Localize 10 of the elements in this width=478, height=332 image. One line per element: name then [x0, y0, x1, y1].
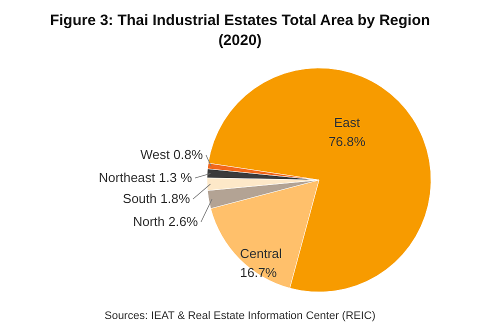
slice-label: North 2.6% — [132, 214, 198, 229]
pie-slice — [208, 68, 432, 292]
slice-label: East — [334, 115, 360, 130]
slice-label: Central — [240, 246, 282, 261]
chart-title: Figure 3: Thai Industrial Estates Total Area by Region (2020) — [50, 12, 430, 49]
slice-label: South 1.8% — [122, 191, 190, 206]
slice-label: Northeast 1.3 % — [98, 170, 192, 185]
data-label: 76.8% — [328, 134, 366, 149]
slice-label: West 0.8% — [140, 147, 204, 162]
source-note: Sources: IEAT & Real Estate Information Center (REIC) — [104, 310, 376, 322]
